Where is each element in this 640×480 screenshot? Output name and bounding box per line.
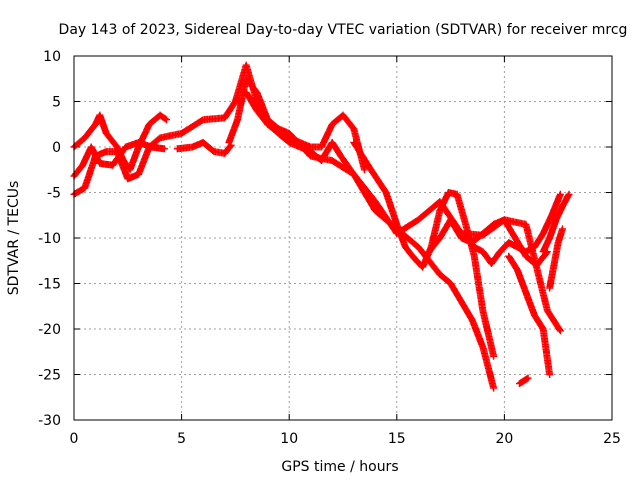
series-track-c (70, 138, 168, 180)
data-point-markers (173, 138, 235, 157)
y-tick-label: -25 (38, 368, 61, 384)
y-tick-label: -20 (38, 322, 61, 338)
x-tick-label: 20 (495, 431, 513, 447)
plot-frame (73, 55, 613, 421)
series-track-a (70, 61, 564, 335)
data-point-markers (516, 374, 532, 388)
data-point-markers (539, 190, 573, 256)
x-tick-label: 0 (70, 431, 79, 447)
data-series (70, 61, 573, 392)
data-point-markers (462, 190, 564, 267)
y-tick-label: 0 (52, 140, 61, 156)
grid-lines (74, 56, 612, 420)
data-point-markers (505, 252, 554, 378)
series-track-m (516, 374, 532, 388)
y-tick-label: -15 (38, 277, 61, 293)
x-tick-label: 10 (280, 431, 298, 447)
data-point-markers (242, 88, 498, 392)
data-point-markers (350, 138, 498, 360)
data-point-markers (70, 61, 564, 335)
chart-title: Day 143 of 2023, Sidereal Day-to-day VTE… (59, 22, 628, 38)
y-tick-label: -5 (47, 186, 61, 202)
series-track-f (242, 88, 498, 392)
series-track-k (539, 190, 573, 256)
y-tick-label: 5 (52, 95, 61, 111)
x-tick-label: 15 (388, 431, 406, 447)
tick-labels: 0 5 10 15 20 25 10 5 0 -5 -10 -15 -20 -25 -30 (38, 49, 621, 447)
y-tick-label: -10 (38, 231, 61, 247)
data-point-markers (70, 138, 168, 180)
y-tick-label: -30 (38, 413, 61, 429)
x-axis-label: GPS time / hours (281, 459, 398, 475)
x-tick-label: 5 (177, 431, 186, 447)
series-track-l (546, 225, 566, 292)
y-tick-label: 10 (43, 49, 61, 65)
series-track-i (462, 190, 564, 267)
x-tick-label: 25 (603, 431, 621, 447)
series-track-g (350, 138, 498, 360)
data-point-markers (225, 75, 368, 174)
series-track-d (173, 138, 235, 157)
series-track-e (225, 75, 368, 174)
data-point-markers (546, 225, 566, 292)
series-track-j (505, 252, 554, 378)
y-axis-label: SDTVAR / TECUs (6, 181, 22, 296)
